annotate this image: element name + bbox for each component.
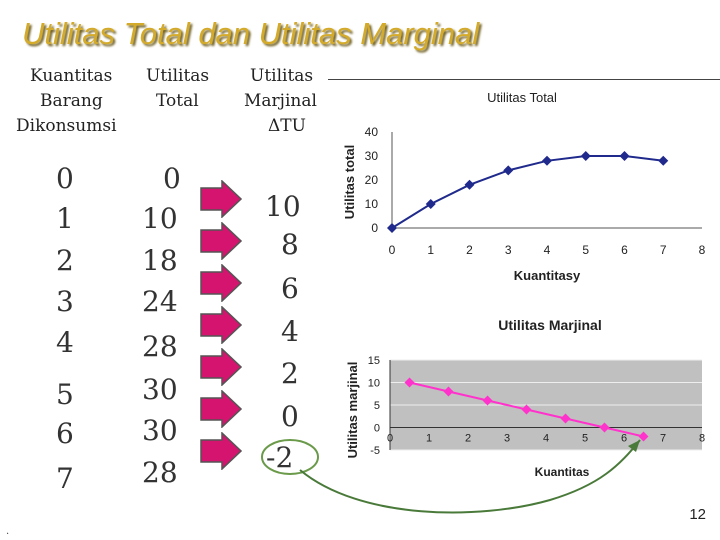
marginal-utility-chart-svg: Utilitas Marjinal Utilitas marjinal Kuan… [345,317,705,479]
arrow-icon [200,390,242,428]
quantity-value: 1 [56,202,74,235]
total-utility-y-tick-label: 20 [365,173,379,187]
arrow-icon [200,264,242,302]
marginal-utility-value: 6 [281,272,299,305]
total-utility-value: 30 [142,373,178,406]
total-utility-y-tick-label: 0 [371,221,378,235]
marginal-utility-data-point [638,431,649,442]
marginal-utility-data-point [521,404,532,415]
total-utility-data-point [619,151,630,161]
total-utility-data-point [464,179,475,190]
total-utility-x-tick-label: 0 [389,243,396,257]
total-utility-x-tick-label: 8 [699,243,706,257]
total-utility-x-tick-label: 3 [505,243,512,257]
marginal-utility-y-tick-label: 10 [368,378,380,390]
header-quantity-line1: Kuantitas [30,66,113,86]
quantity-value: 4 [56,326,74,359]
marginal-utility-value: 10 [265,190,301,223]
total-utility-value: 18 [142,244,178,277]
marginal-utility-x-tick-label: 0 [387,433,393,445]
total-utility-data-point [387,223,397,233]
marginal-utility-data-point [599,422,610,433]
total-utility-x-axis-label: Kuantitasy [514,268,581,283]
marginal-utility-chart-title: Utilitas Marjinal [498,317,601,333]
marginal-utility-data-point [560,413,571,424]
highlight-oval [261,439,319,475]
marginal-utility-y-tick-label: 0 [374,423,380,435]
total-utility-chart-title: Utilitas Total [487,90,557,105]
arrow-icon [200,348,242,386]
total-utility-x-tick-label: 4 [544,243,551,257]
total-utility-x-tick-label: 1 [427,243,434,257]
header-divider-line [328,79,720,80]
total-utility-y-axis-label: Utilitas total [342,145,357,219]
quantity-value: 7 [56,462,74,495]
total-utility-chart-svg: Utilitas Total Utilitas total Kuantitasy… [342,90,706,283]
total-utility-value: 0 [163,162,181,195]
total-utility-chart: Utilitas Total Utilitas total Kuantitasy… [342,80,720,294]
total-utility-x-tick-label: 5 [582,243,589,257]
marginal-utility-x-tick-label: 7 [660,433,666,445]
quantity-value: 3 [56,285,74,318]
total-utility-data-point [425,199,436,209]
marginal-utility-x-tick-label: 5 [582,433,588,445]
total-utility-y-tick-label: 10 [365,197,379,211]
total-utility-value: 24 [142,285,178,318]
marginal-utility-y-tick-label: -5 [370,445,380,457]
total-utility-y-tick-label: 30 [365,149,379,163]
marginal-utility-y-tick-label: 15 [368,355,380,367]
total-utility-series-line [391,155,664,229]
marginal-utility-x-tick-label: 8 [699,433,705,445]
page-number: 12 [689,506,706,523]
total-utility-data-point [580,151,591,161]
total-utility-data-point [542,155,552,166]
total-utility-x-tick-label: 7 [660,243,667,257]
header-quantity-line3: Dikonsumsi [16,116,117,136]
header-mu-line3: ΔTU [268,116,306,136]
total-utility-value: 30 [142,414,178,447]
total-utility-value: 28 [142,456,178,489]
marginal-utility-value: 4 [281,315,299,348]
quantity-value: 5 [56,378,74,411]
total-utility-value: 10 [142,202,178,235]
marginal-utility-value: 0 [281,400,299,433]
marginal-utility-value: 8 [281,228,299,261]
quantity-value: 6 [56,417,74,450]
total-utility-y-tick-label: 40 [365,125,379,139]
marginal-utility-chart: Utilitas Marjinal Utilitas marjinal Kuan… [340,308,720,494]
marginal-utility-data-point [404,377,415,388]
quantity-value: 2 [56,244,74,277]
quantity-value: 0 [56,162,74,195]
marginal-utility-x-tick-label: 2 [465,433,471,445]
total-utility-x-tick-label: 6 [621,243,628,257]
header-quantity-line2: Barang [40,91,103,111]
marginal-utility-x-tick-label: 3 [504,433,510,445]
total-utility-data-point [658,155,669,166]
total-utility-data-point [503,165,514,176]
marginal-utility-value: 2 [281,357,299,390]
marginal-utility-data-point [443,386,454,397]
marginal-utility-x-tick-label: 1 [426,433,432,445]
total-utility-value: 28 [142,330,178,363]
slide-title: Utilitas Total dan Utilitas Marginal [22,16,480,51]
header-mu-line1: Utilitas [250,66,314,86]
header-mu-line2: Marjinal [244,91,317,111]
total-utility-x-tick-label: 2 [466,243,473,257]
arrow-icon [200,432,242,470]
marginal-utility-x-tick-label: 4 [543,433,549,445]
arrow-icon [200,180,242,218]
marginal-utility-x-tick-label: 6 [621,433,627,445]
marginal-utility-data-point [482,395,493,406]
arrow-icon [200,306,242,344]
header-tu-line1: Utilitas [146,66,210,86]
marginal-utility-y-tick-label: 5 [374,400,380,412]
arrow-icon [200,222,242,260]
marginal-utility-y-axis-label: Utilitas marjinal [345,362,360,459]
header-tu-line2: Total [156,91,199,111]
footer-dot: . [6,526,10,537]
marginal-utility-x-axis-label: Kuantitas [535,465,590,479]
